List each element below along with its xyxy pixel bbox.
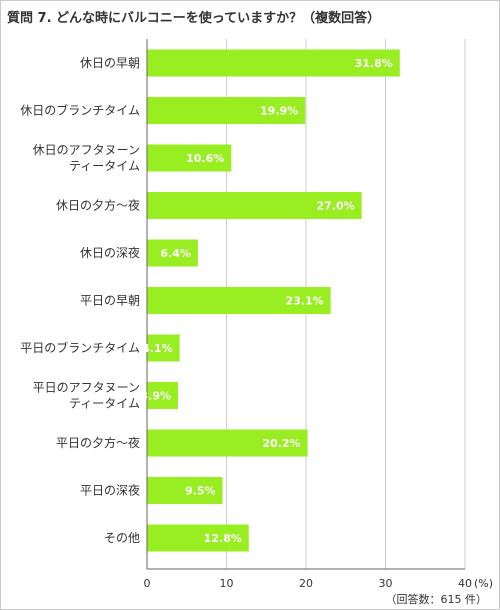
x-tick-label: 20 — [299, 577, 313, 590]
category-label: 休日の深夜 — [80, 245, 140, 260]
category-label-line: 平日の早朝 — [80, 294, 140, 308]
category-label: 休日のブランチタイム — [20, 103, 140, 118]
category-label-line: 休日の早朝 — [80, 56, 140, 70]
bar-value-label: 3.9% — [140, 390, 171, 403]
x-tick-label: 40 — [458, 577, 472, 590]
category-label: 平日の深夜 — [80, 483, 140, 498]
bar-value-label: 9.5% — [185, 485, 216, 498]
category-label-line: ティータイム — [69, 159, 140, 173]
bar — [147, 477, 223, 504]
category-label-line: 平日のブランチタイム — [20, 340, 140, 355]
category-label: 休日の夕方～夜 — [56, 198, 140, 213]
category-label-line: 休日のアフタヌーン — [33, 143, 140, 157]
bar-value-label: 20.2% — [262, 437, 300, 450]
category-label: 平日の早朝 — [80, 294, 140, 308]
bar-value-label: 19.9% — [260, 105, 298, 118]
unit-label: (%) — [474, 577, 493, 590]
bar — [147, 97, 306, 124]
bar — [147, 429, 308, 457]
category-label-line: 休日のブランチタイム — [20, 103, 140, 118]
category-label: 平日の夕方～夜 — [56, 435, 140, 450]
bar — [147, 382, 179, 409]
category-label-line: ティータイム — [69, 397, 140, 411]
bar-value-label: 10.6% — [186, 152, 224, 165]
bar-value-label: 12.8% — [204, 532, 242, 545]
category-label: 平日のブランチタイム — [20, 340, 140, 355]
x-tick-label: 0 — [144, 577, 151, 590]
labels: 0 10 20 30 40 (%) （回答数：615 件） 31.8% 休日の早朝 19.9% 休日… — [20, 56, 493, 606]
category-label: その他 — [104, 531, 140, 545]
bar-value-label: 4.1% — [142, 342, 173, 355]
bar — [147, 49, 400, 77]
category-label: 休日の早朝 — [80, 56, 140, 70]
bar — [147, 524, 249, 552]
category-label-line: 平日の深夜 — [80, 483, 140, 498]
x-tick-label: 30 — [379, 577, 393, 590]
bar — [147, 287, 331, 314]
category-label-line: 休日の夕方～夜 — [56, 198, 140, 213]
bar — [147, 192, 362, 219]
bar — [147, 334, 180, 362]
category-label: 休日のアフタヌーンティータイム — [33, 143, 140, 173]
bar — [147, 239, 198, 267]
bar — [147, 144, 232, 172]
bar-value-label: 27.0% — [316, 200, 354, 213]
x-tick-label: 10 — [220, 577, 234, 590]
category-label-line: 休日の深夜 — [80, 245, 140, 260]
axes — [146, 39, 465, 570]
category-label-line: その他 — [104, 531, 140, 545]
response-count-note: （回答数：615 件） — [386, 592, 488, 606]
category-label-line: 平日のアフタヌーン — [33, 381, 140, 395]
bar-value-label: 6.4% — [160, 247, 191, 260]
bars — [147, 49, 400, 552]
chart-title: 質問 7. どんな時にバルコニーを使っていますか？（複数回答） — [7, 11, 381, 26]
bar-value-label: 23.1% — [285, 295, 323, 308]
category-label-line: 平日の夕方～夜 — [56, 435, 140, 450]
category-label: 平日のアフタヌーンティータイム — [33, 381, 140, 411]
bar-value-label: 31.8% — [355, 57, 393, 70]
